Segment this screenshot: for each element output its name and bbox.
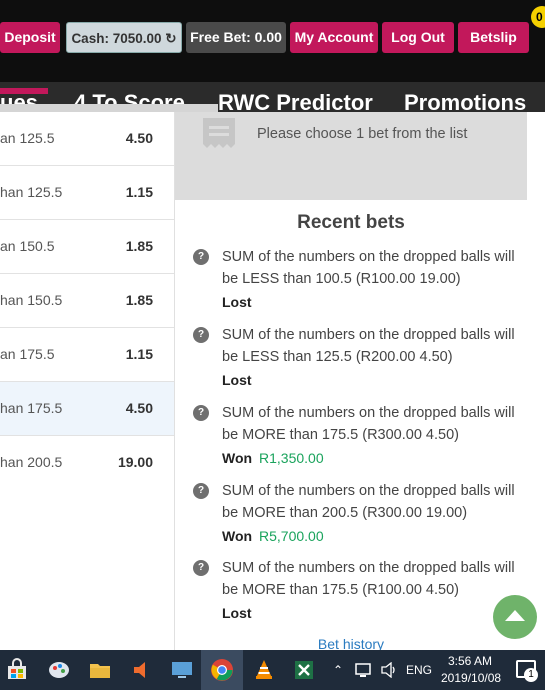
logout-button[interactable]: Log Out [382, 22, 454, 53]
question-icon[interactable]: ? [193, 483, 209, 499]
bet-winnings: R1,350.00 [259, 450, 324, 466]
paint-icon[interactable] [47, 658, 71, 682]
bet-description: SUM of the numbers on the dropped balls … [222, 483, 515, 521]
cash-balance-button[interactable]: Cash: 7050.00 ↻ [66, 22, 182, 53]
bet-status: Won [222, 450, 253, 466]
bet-description: SUM of the numbers on the dropped balls … [222, 560, 515, 598]
notification-count: 1 [524, 668, 538, 682]
market-row[interactable]: han 125.5 1.15 [0, 166, 174, 220]
bet-winnings: R5,700.00 [259, 528, 324, 544]
my-account-button[interactable]: My Account [290, 22, 378, 53]
volume-app-icon[interactable] [130, 658, 154, 682]
market-label: han 200.5 [0, 454, 63, 470]
bet-history-link[interactable]: Bet history [317, 636, 385, 652]
file-explorer-icon[interactable] [88, 658, 112, 682]
free-bet-button[interactable]: Free Bet: 0.00 [186, 22, 286, 53]
chrome-icon[interactable] [210, 658, 234, 682]
bet-description: SUM of the numbers on the dropped balls … [222, 249, 515, 287]
question-icon[interactable]: ? [193, 405, 209, 421]
bet-description: SUM of the numbers on the dropped balls … [222, 327, 515, 365]
market-row[interactable]: an 150.5 1.85 [0, 220, 174, 274]
market-label: han 150.5 [0, 292, 63, 308]
language-indicator[interactable]: ENG [406, 663, 433, 677]
market-odds[interactable]: 4.50 [125, 130, 153, 146]
betslip-empty-message: Please choose 1 bet from the list [257, 126, 468, 142]
clock-date[interactable]: 2019/10/08 [441, 671, 502, 685]
question-icon[interactable]: ? [193, 249, 209, 265]
deposit-button[interactable]: Deposit [0, 22, 60, 53]
betslip-button[interactable]: Betslip [458, 22, 529, 53]
market-list: an 125.5 4.50 han 125.5 1.15 an 150.5 1.… [0, 112, 174, 650]
bet-description: SUM of the numbers on the dropped balls … [222, 405, 515, 443]
clock-time[interactable]: 3:56 AM [448, 654, 493, 668]
market-label: an 175.5 [0, 346, 55, 362]
nav-item-rwc-predictor[interactable]: RWC Predictor [218, 90, 373, 115]
receipt-icon [203, 118, 235, 148]
remote-desktop-icon[interactable] [170, 658, 194, 682]
network-icon[interactable] [355, 662, 373, 678]
betslip-count-badge: 0 [531, 6, 545, 28]
market-row[interactable]: han 150.5 1.85 [0, 274, 174, 328]
market-odds[interactable]: 4.50 [125, 400, 153, 416]
recent-bets-title: Recent bets [297, 212, 405, 233]
question-icon[interactable]: ? [193, 327, 209, 343]
market-row-selected[interactable]: han 175.5 4.50 [0, 382, 174, 436]
market-row[interactable]: an 125.5 4.50 [0, 112, 174, 166]
excel-icon[interactable] [292, 658, 316, 682]
store-icon[interactable] [5, 658, 29, 682]
market-odds[interactable]: 19.00 [117, 454, 153, 470]
market-label: an 125.5 [0, 130, 55, 146]
bet-status: Lost [222, 294, 252, 310]
market-row[interactable]: an 175.5 1.15 [0, 328, 174, 382]
market-label: an 150.5 [0, 238, 55, 254]
market-odds[interactable]: 1.85 [125, 238, 153, 254]
betslip-panel: Please choose 1 bet from the list Recent… [174, 112, 545, 652]
scroll-to-top-button[interactable] [493, 595, 537, 639]
nav-item-promotions[interactable]: Promotions [404, 90, 527, 115]
nav-active-indicator [0, 88, 48, 94]
market-label: han 175.5 [0, 400, 63, 416]
market-odds[interactable]: 1.15 [125, 184, 153, 200]
question-icon[interactable]: ? [193, 560, 209, 576]
bet-status: Lost [222, 605, 252, 621]
windows-taskbar: ⌃ ENG 3:56 AM 2019/10/08 1 [0, 650, 545, 690]
top-header: Deposit Cash: 7050.00 ↻ Free Bet: 0.00 M… [0, 0, 545, 82]
market-label: han 125.5 [0, 184, 63, 200]
market-odds[interactable]: 1.85 [125, 292, 153, 308]
market-row[interactable]: han 200.5 19.00 [0, 436, 174, 490]
betslip-empty-box: Please choose 1 bet from the list [175, 112, 527, 200]
market-odds[interactable]: 1.15 [125, 346, 153, 362]
speaker-icon[interactable] [380, 662, 398, 678]
vlc-icon[interactable] [252, 658, 276, 682]
bet-status: Lost [222, 372, 252, 388]
bet-status: Won [222, 528, 253, 544]
chevron-up-icon[interactable]: ⌃ [333, 663, 344, 677]
